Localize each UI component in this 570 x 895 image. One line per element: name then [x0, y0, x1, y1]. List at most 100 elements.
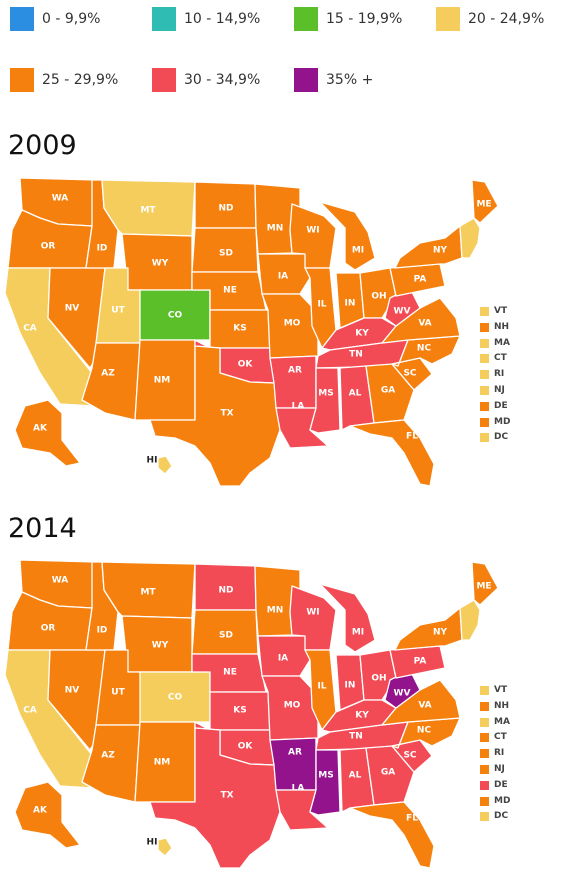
small-state-label-ct-2014: CT	[494, 732, 507, 743]
state-label-ia-2014: IA	[278, 654, 288, 664]
legend-label-1: 10 - 14,9%	[184, 11, 261, 27]
legend-swatch-4	[10, 68, 34, 92]
legend-item-0: 0 - 9,9%	[10, 7, 100, 31]
small-state-swatch-md-2014	[480, 796, 489, 806]
small-state-label-ma-2009: MA	[494, 337, 510, 348]
state-label-mi-2014: MI	[352, 628, 364, 638]
state-label-me-2009: ME	[476, 200, 491, 210]
state-label-ms-2014: MS	[318, 771, 333, 781]
small-state-label-md-2014: MD	[494, 795, 511, 806]
state-label-fl-2009: FL	[406, 432, 418, 442]
state-label-ok-2009: OK	[238, 360, 254, 370]
state-label-ne-2014: NE	[223, 668, 237, 678]
small-state-label-md-2009: MD	[494, 416, 511, 427]
state-ar-2009	[269, 355, 317, 409]
legend-swatch-5	[152, 68, 176, 92]
state-label-ia-2009: IA	[278, 272, 288, 282]
state-label-mt-2009: MT	[140, 206, 156, 216]
state-label-la-2014: LA	[292, 784, 305, 794]
small-state-label-de-2014: DE	[494, 779, 508, 790]
state-va-2009	[381, 297, 461, 344]
small-state-label-de-2009: DE	[494, 400, 508, 411]
small-state-label-vt-2014: VT	[494, 685, 508, 695]
state-label-ar-2009: AR	[288, 366, 302, 376]
state-label-ga-2014: GA	[381, 768, 395, 778]
state-label-me-2014: ME	[476, 582, 491, 592]
state-label-ut-2014: UT	[111, 688, 125, 698]
state-label-al-2014: AL	[349, 771, 362, 781]
small-state-swatch-vt-2014	[480, 686, 489, 695]
state-ne_reg-2014	[459, 599, 481, 641]
small-state-label-ma-2014: MA	[494, 716, 510, 727]
small-state-label-ri-2014: RI	[494, 748, 505, 759]
us-map-2009: WA OR CA NV ID MT WY UT CO AZ NM ND SD NE KS OK TX MN IA MO…	[4, 177, 499, 487]
small-state-swatch-ct-2014	[480, 733, 489, 743]
small-state-swatch-ct-2009	[480, 354, 489, 364]
state-label-la-2009: LA	[292, 402, 305, 412]
legend-swatch-6	[294, 68, 318, 92]
state-label-ks-2014: KS	[233, 706, 246, 716]
state-label-ak-2009: AK	[33, 424, 48, 434]
legend-label-2: 15 - 19,9%	[326, 11, 403, 27]
state-label-va-2014: VA	[418, 701, 431, 711]
state-label-nv-2009: NV	[65, 304, 80, 314]
state-label-co-2009: CO	[168, 311, 183, 321]
legend-item-3: 20 - 24,9%	[436, 7, 544, 31]
state-label-wv-2009: WV	[394, 307, 411, 317]
small-state-swatch-dc-2014	[480, 812, 489, 822]
state-label-mi-2009: MI	[352, 246, 364, 256]
state-ar-2014	[269, 737, 317, 791]
state-label-ms-2009: MS	[318, 389, 333, 399]
small-state-label-ri-2009: RI	[494, 369, 505, 380]
state-label-ky-2009: KY	[355, 329, 369, 339]
state-label-wy-2009: WY	[152, 259, 169, 269]
state-label-wa-2014: WA	[52, 576, 69, 586]
legend-label-0: 0 - 9,9%	[42, 11, 101, 27]
state-label-ga-2009: GA	[381, 386, 395, 396]
legend: 0 - 9,9% 10 - 14,9% 15 - 19,9% 20 - 24,9…	[0, 0, 570, 120]
state-label-oh-2014: OH	[371, 674, 386, 684]
state-label-mo-2014: MO	[284, 701, 301, 711]
small-state-swatch-ma-2014	[480, 717, 489, 727]
state-ny-2014	[394, 607, 463, 651]
small-state-label-vt-2009: VT	[494, 306, 508, 316]
state-label-az-2014: AZ	[101, 751, 115, 761]
state-label-pa-2014: PA	[414, 657, 427, 667]
state-ne_reg-2009	[459, 217, 481, 259]
state-label-tx-2014: TX	[220, 791, 233, 801]
state-label-nm-2009: NM	[154, 376, 171, 386]
small-state-swatch-dc-2009	[480, 433, 489, 443]
state-label-ca-2009: CA	[23, 324, 37, 334]
small-state-swatch-de-2009	[480, 401, 489, 411]
state-label-al-2009: AL	[349, 389, 362, 399]
state-label-wv-2014: WV	[394, 689, 411, 699]
state-label-or-2014: OR	[41, 624, 56, 634]
state-label-mo-2009: MO	[284, 319, 301, 329]
legend-swatch-2	[294, 7, 318, 31]
state-mi-2009	[319, 201, 376, 271]
state-label-hi-2009: HI	[147, 456, 158, 466]
state-label-or-2009: OR	[41, 242, 56, 252]
state-label-tn-2009: TN	[349, 350, 363, 360]
state-ga-2009	[365, 363, 415, 424]
state-label-az-2009: AZ	[101, 369, 115, 379]
legend-label-4: 25 - 29,9%	[42, 72, 119, 88]
state-label-nd-2014: ND	[218, 586, 233, 596]
state-label-ny-2009: NY	[433, 246, 448, 256]
state-label-fl-2014: FL	[406, 814, 418, 824]
state-label-il-2014: IL	[317, 682, 326, 692]
state-label-wa-2009: WA	[52, 194, 69, 204]
state-label-in-2009: IN	[345, 299, 356, 309]
state-label-ak-2014: AK	[33, 806, 48, 816]
legend-item-4: 25 - 29,9%	[10, 68, 118, 92]
state-label-id-2014: ID	[97, 626, 108, 636]
state-label-va-2009: VA	[418, 319, 431, 329]
state-label-nv-2014: NV	[65, 686, 80, 696]
small-state-label-nh-2009: NH	[494, 321, 510, 332]
state-label-mn-2014: MN	[267, 606, 284, 616]
state-ny-2009	[394, 225, 463, 269]
state-label-oh-2009: OH	[371, 292, 386, 302]
state-label-wy-2014: WY	[152, 641, 169, 651]
state-fl-2014	[349, 801, 435, 869]
state-va-2014	[381, 679, 461, 726]
